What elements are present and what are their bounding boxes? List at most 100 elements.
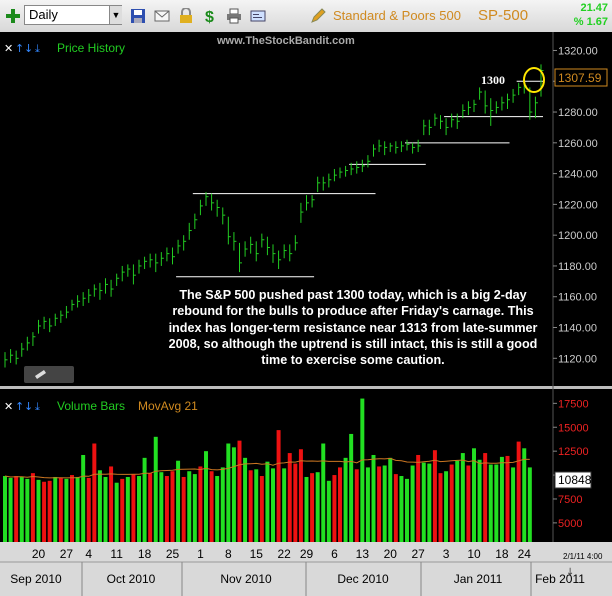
- volume-bar: [14, 476, 19, 542]
- plus-icon[interactable]: [5, 8, 21, 24]
- panel-controls-price[interactable]: ✕ ↑ ↓ ⤓: [4, 42, 40, 55]
- price-bar: [155, 253, 159, 273]
- price-bar: [507, 93, 510, 109]
- volume-bar: [114, 482, 119, 542]
- volume-bar: [287, 453, 292, 542]
- price-bar: [21, 342, 25, 357]
- volume-bar: [511, 467, 516, 542]
- price-bar: [194, 213, 198, 230]
- volume-bar: [231, 447, 236, 542]
- price-bar: [43, 316, 47, 330]
- x-tick-label: 27: [411, 547, 425, 561]
- price-bar: [110, 279, 114, 297]
- volume-bar: [148, 473, 153, 542]
- period-select[interactable]: Daily: [24, 5, 122, 25]
- volume-bar: [416, 454, 421, 542]
- volume-bar: [8, 477, 13, 542]
- arrow-down-bar-icon[interactable]: ⤓: [35, 42, 40, 55]
- price-bar: [434, 113, 438, 126]
- moving-average-line: [4, 457, 530, 479]
- price-bar: [216, 199, 220, 217]
- volume-bar: [153, 436, 158, 542]
- price-bar: [417, 139, 421, 153]
- price-bar: [199, 199, 203, 216]
- volume-bar: [293, 463, 298, 542]
- price-bar: [116, 273, 120, 286]
- volume-bar: [438, 473, 443, 542]
- price-bar: [294, 235, 298, 251]
- arrow-down-bar-icon[interactable]: ⤓: [35, 400, 40, 413]
- price-bar: [138, 259, 142, 274]
- price-bar: [233, 232, 237, 251]
- panel-controls-volume[interactable]: ✕ ↑ ↓ ⤓: [4, 400, 40, 413]
- price-bar: [356, 161, 360, 174]
- volume-bar: [472, 448, 476, 542]
- volume-bar: [332, 475, 337, 542]
- price-bar: [266, 236, 270, 256]
- scroll-button[interactable]: [24, 366, 74, 383]
- price-bar: [82, 292, 86, 306]
- arrow-down-icon[interactable]: ↓: [24, 42, 33, 55]
- price-bar: [283, 244, 287, 259]
- card-icon[interactable]: [250, 8, 266, 24]
- volume-bar: [137, 476, 141, 542]
- price-tick-label: 1160.00: [558, 292, 597, 304]
- volume-tick-label: 7500: [558, 494, 582, 506]
- x-tick-label: 8: [225, 547, 232, 561]
- close-icon[interactable]: ✕: [4, 43, 13, 55]
- price-bar: [4, 352, 8, 368]
- symbol-name: Standard & Poors 500: [333, 8, 461, 23]
- save-icon[interactable]: [130, 8, 146, 24]
- mail-icon[interactable]: [154, 8, 170, 24]
- price-bar: [272, 244, 276, 263]
- volume-bar: [259, 476, 264, 542]
- month-label: Nov 2010: [220, 572, 272, 586]
- price-bar: [88, 289, 92, 303]
- arrow-down-icon[interactable]: ↓: [566, 567, 574, 578]
- price-tick-label: 1200.00: [558, 230, 598, 242]
- volume-bar: [349, 433, 354, 542]
- volume-bar: [215, 476, 220, 542]
- price-bar: [244, 241, 248, 257]
- pencil-icon[interactable]: [310, 8, 326, 24]
- volume-bar: [265, 461, 270, 542]
- symbol-ticker: SP-500: [478, 7, 529, 24]
- volume-bar: [516, 441, 521, 542]
- price-bar: [534, 96, 538, 119]
- arrow-down-icon[interactable]: ↓: [24, 400, 33, 413]
- volume-bar: [237, 440, 242, 542]
- price-bar: [339, 167, 343, 179]
- lock-icon[interactable]: [178, 7, 194, 24]
- x-tick-label: 3: [443, 547, 450, 561]
- price-bar: [77, 295, 81, 308]
- month-label: Sep 2010: [10, 572, 62, 586]
- price-bar: [15, 350, 19, 365]
- chart[interactable]: www.TheStockBandit.com ✕ ↑ ↓ ⤓ Price His…: [0, 32, 612, 596]
- x-tick-label: 29: [300, 547, 314, 561]
- price-bar: [518, 82, 522, 96]
- arrow-up-icon[interactable]: ↑: [15, 42, 24, 55]
- price-bar: [473, 99, 477, 113]
- x-tick-label: 22: [277, 547, 291, 561]
- volume-bar: [131, 474, 136, 542]
- volume-bar: [3, 476, 7, 542]
- volume-bar: [354, 469, 359, 542]
- print-icon[interactable]: [226, 8, 242, 24]
- volume-bar: [159, 472, 164, 542]
- volume-bar: [19, 476, 24, 542]
- x-tick-label: 11: [110, 547, 123, 561]
- price-bar: [127, 264, 131, 277]
- volume-bar: [30, 473, 35, 542]
- chevron-down-icon[interactable]: ▼: [109, 6, 122, 24]
- arrow-up-icon[interactable]: ↑: [15, 400, 24, 413]
- price-bar: [529, 87, 533, 120]
- price-bar: [160, 252, 164, 266]
- highlight-circle: [523, 67, 545, 93]
- volume-tick-label: 15000: [558, 422, 589, 434]
- dollar-icon[interactable]: $: [202, 8, 218, 26]
- price-bar: [328, 173, 332, 188]
- close-icon[interactable]: ✕: [4, 401, 13, 413]
- price-bar: [10, 349, 14, 363]
- price-panel-title: Price History: [57, 41, 125, 55]
- volume-bar: [86, 477, 91, 542]
